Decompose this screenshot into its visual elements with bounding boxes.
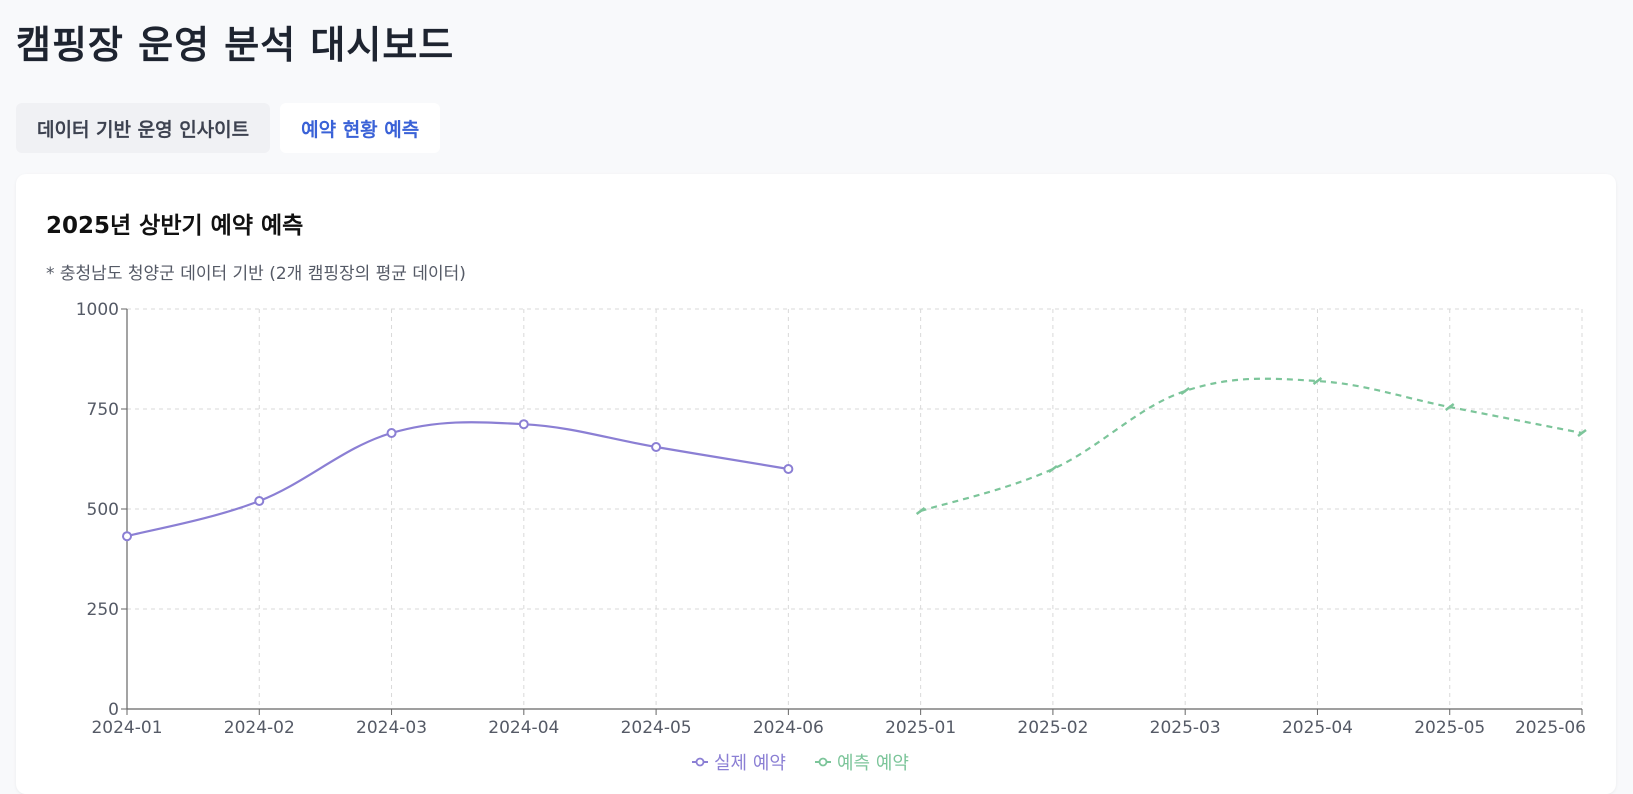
data-point-actual	[386, 428, 397, 438]
x-tick-label: 2024-04	[488, 718, 559, 738]
x-tick-label: 2024-03	[356, 718, 427, 738]
forecast-card: 2025년 상반기 예약 예측 * 충청남도 청양군 데이터 기반 (2개 캠핑…	[16, 174, 1616, 794]
x-tick-label: 2024-06	[753, 718, 824, 738]
x-tick-label: 2024-02	[224, 718, 295, 738]
data-point-forecast	[1444, 403, 1455, 411]
y-tick-label: 0	[108, 700, 119, 720]
forecast-line-chart: 0 250 500 750 1000 2024-01 2024-02 2024-03 2024-…	[76, 300, 1587, 773]
x-tick-label: 2024-05	[621, 718, 692, 738]
series-line-forecast	[920, 377, 1583, 513]
data-point-actual	[122, 531, 132, 542]
data-point-actual	[783, 464, 794, 474]
x-tick-label: 2025-06	[1515, 718, 1586, 738]
card-note: * 충청남도 청양군 데이터 기반 (2개 캠핑장의 평균 데이터)	[46, 264, 466, 284]
y-tick-label: 500	[87, 500, 119, 520]
y-tick-label: 250	[87, 600, 119, 620]
tab-reservation-forecast[interactable]: 예약 현황 예측	[280, 103, 441, 153]
data-point-actual	[518, 419, 529, 430]
data-point-forecast	[1180, 387, 1190, 395]
card-title: 2025년 상반기 예약 예측	[46, 213, 304, 239]
x-tick-label: 2024-01	[91, 718, 162, 738]
data-point-forecast	[1577, 429, 1587, 437]
y-tick-label: 750	[87, 400, 119, 420]
data-point-forecast	[915, 507, 926, 515]
tab-operation-insights[interactable]: 데이터 기반 운영 인사이트	[16, 103, 271, 153]
legend-label: 실제 예약	[714, 753, 786, 773]
tab-bar: 데이터 기반 운영 인사이트 예약 현황 예측	[16, 103, 450, 153]
page-title: 캠핑장 운영 분석 대시보드	[16, 23, 455, 67]
x-tick-label: 2025-04	[1282, 718, 1353, 738]
legend-label: 예측 예약	[837, 753, 909, 773]
legend-marker-dot	[818, 757, 828, 767]
y-tick-label: 1000	[76, 300, 119, 320]
x-tick-label: 2025-03	[1150, 718, 1221, 738]
x-tick-label: 2025-01	[885, 718, 956, 738]
x-tick-label: 2025-02	[1017, 718, 1088, 738]
x-tick-label: 2025-05	[1414, 718, 1485, 738]
data-point-forecast	[1312, 377, 1323, 385]
data-point-actual	[254, 496, 265, 506]
legend-marker-dot	[695, 757, 705, 767]
data-point-forecast	[1048, 465, 1058, 473]
data-point-actual	[651, 442, 662, 452]
series-line-actual	[126, 421, 789, 538]
